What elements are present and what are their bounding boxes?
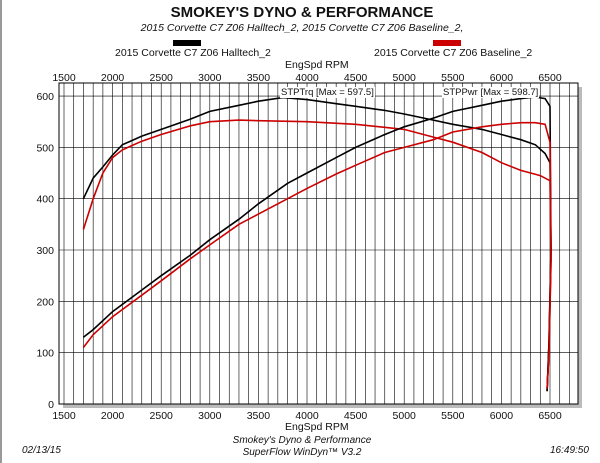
x-tick-label-top: 3500 [247,72,271,84]
legend-label-halltech: 2015 Corvette C7 Z06 Halltech_2 [115,47,271,59]
x-tick-label-bottom: 2500 [150,410,174,422]
x-tick-label-bottom: 3500 [247,410,271,422]
series-line-stppwr-baseline [82,121,552,389]
x-tick-label-top: 4500 [344,72,368,84]
x-tick-label-top: 4000 [295,72,319,84]
series-line-stptrq-halltech [82,96,552,392]
y-tick-label: 300 [36,245,54,257]
annotation-power-max: STPPwr [Max = 598.7] [442,87,540,98]
x-tick-label-bottom: 4000 [295,410,319,422]
y-tick-label: 600 [36,91,54,103]
x-tick-label-top: 6000 [490,72,514,84]
y-tick-label: 200 [36,296,54,308]
plot-frame [58,82,579,405]
chart-subtitle: 2015 Corvette C7 Z06 Halltech_2, 2015 Co… [140,22,464,34]
x-axis-label-bottom: EngSpd RPM [285,421,349,433]
x-tick-label-bottom: 4500 [344,410,368,422]
y-tick-label: 0 [48,399,54,411]
legend-label-baseline: 2015 Corvette C7 Z06 Baseline_2 [374,47,533,59]
x-tick-label-top: 3000 [198,72,222,84]
annotation-torque-max: STPTrq [Max = 597.5] [280,87,375,98]
series-line-stptrq-baseline [82,119,552,389]
x-tick-label-top: 2500 [150,72,174,84]
x-tick-label-top: 1500 [52,72,76,84]
footer-time: 16:49:50 [550,445,589,456]
x-tick-label-bottom: 6500 [538,410,562,422]
footer-line1: Smokey's Dyno & Performance [232,435,372,446]
x-tick-label-top: 2000 [101,72,125,84]
x-tick-label-bottom: 5000 [393,410,417,422]
x-tick-label-bottom: 5500 [441,410,465,422]
x-tick-label-bottom: 6000 [490,410,514,422]
y-tick-label: 100 [36,348,54,360]
x-tick-label-top: 5000 [393,72,417,84]
x-tick-label-top: 5500 [441,72,465,84]
x-tick-label-bottom: 3000 [198,410,222,422]
y-tick-label: 500 [36,142,54,154]
x-tick-label-top: 6500 [538,72,562,84]
series-line-stppwr-halltech [82,96,552,392]
legend-swatch-baseline [433,40,461,46]
x-tick-label-bottom: 2000 [101,410,125,422]
legend-swatch-halltech [173,40,201,46]
y-tick-label: 400 [36,194,54,206]
footer-line2: SuperFlow WinDyn™ V3.2 [242,447,362,458]
chart-title: SMOKEY'S DYNO & PERFORMANCE [170,4,434,21]
x-tick-label-bottom: 1500 [52,410,76,422]
x-axis-label-top: EngSpd RPM [285,59,349,71]
footer-date: 02/13/15 [22,445,61,456]
